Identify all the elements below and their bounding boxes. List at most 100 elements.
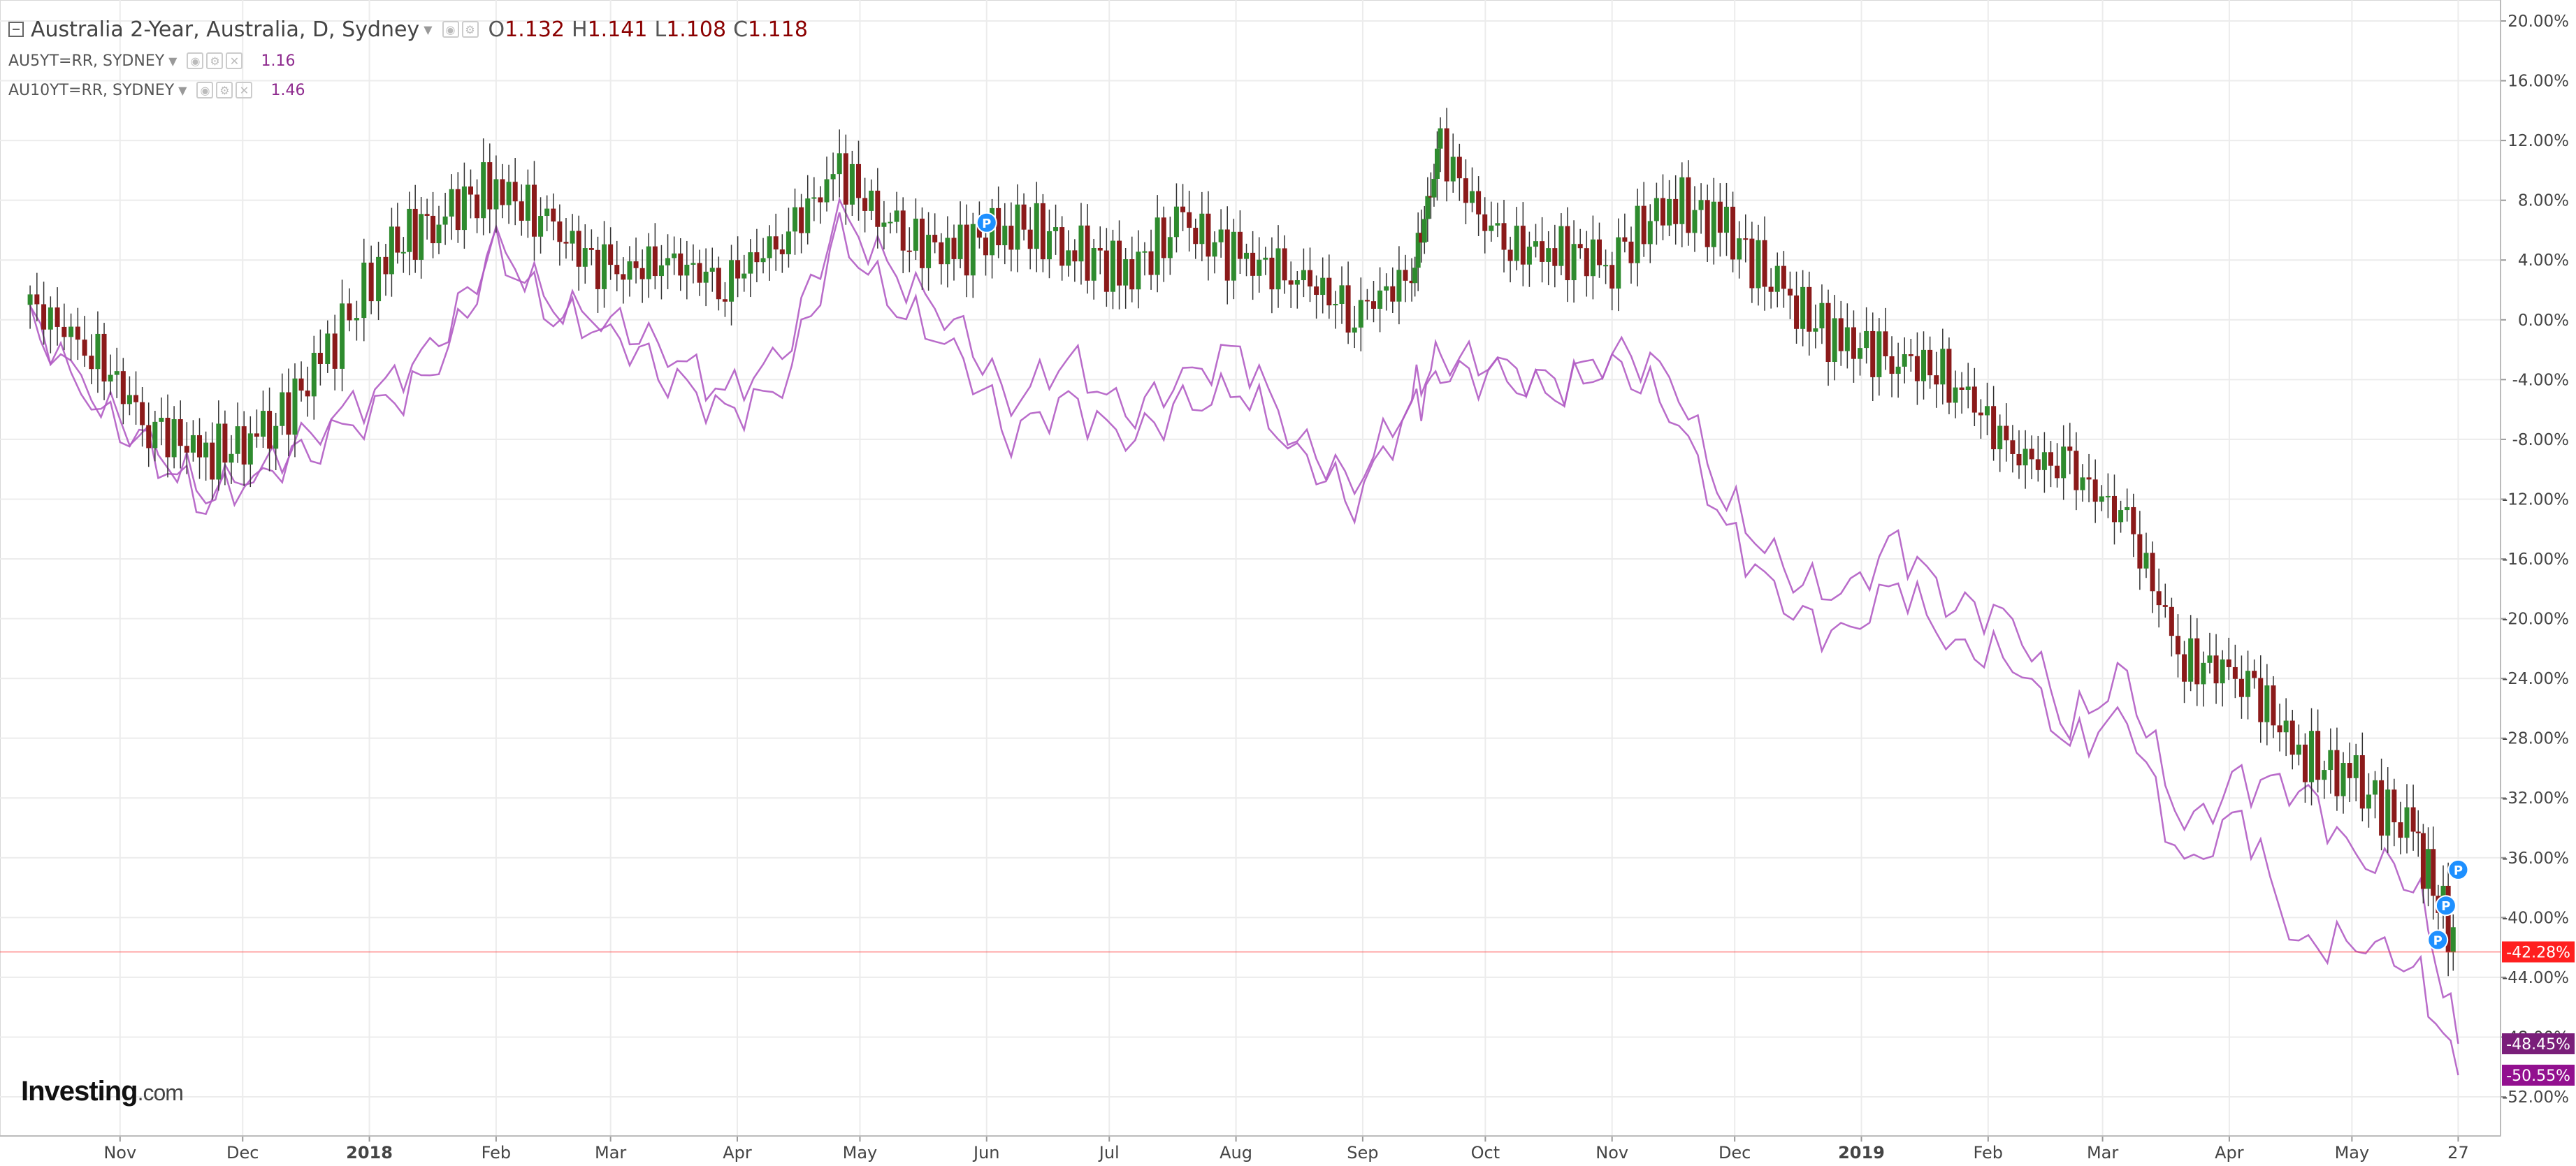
ohlc-open-value: 1.132 xyxy=(505,17,565,42)
candle-up xyxy=(1953,387,1958,403)
candle-up xyxy=(247,433,253,465)
candle-down xyxy=(716,268,721,300)
candle-down xyxy=(1403,270,1408,281)
ohlc-close-key: C xyxy=(733,17,748,42)
sub-series-name[interactable]: AU5YT=RR, SYDNEY xyxy=(8,52,165,70)
candle-down xyxy=(919,218,925,268)
candle-down xyxy=(41,304,47,330)
candle-up xyxy=(1902,354,1907,367)
candle-down xyxy=(1609,265,1615,289)
candle-up xyxy=(824,179,830,203)
close-icon[interactable]: ✕ xyxy=(226,52,243,69)
candle-down xyxy=(487,162,493,210)
chevron-down-icon[interactable]: ▼ xyxy=(178,83,187,97)
gear-icon[interactable]: ⚙ xyxy=(206,52,224,69)
candle-up xyxy=(2340,763,2346,796)
x-tick-label: May xyxy=(2335,1143,2370,1163)
candle-down xyxy=(1717,201,1723,233)
event-marker-icon[interactable] xyxy=(2435,895,2456,917)
candle-down xyxy=(2302,744,2308,782)
candle-up xyxy=(2309,731,2315,782)
x-tick-label: Jun xyxy=(972,1143,1000,1163)
candle-up xyxy=(292,378,298,435)
candle-down xyxy=(1085,225,1090,281)
candle-up xyxy=(2366,794,2371,809)
candle-up xyxy=(1046,231,1052,260)
candle-down xyxy=(773,236,779,250)
candle-up xyxy=(1199,213,1205,245)
candle-down xyxy=(1269,257,1275,290)
candle-down xyxy=(1628,241,1634,263)
event-marker-icon[interactable] xyxy=(2427,929,2449,951)
x-tick-label: Nov xyxy=(103,1143,136,1163)
y-tick-label: 20.00% xyxy=(2508,13,2569,31)
candle-down xyxy=(1971,386,1977,413)
candle-down xyxy=(2010,440,2016,454)
candle-down xyxy=(818,197,823,203)
candle-down xyxy=(241,426,247,465)
visibility-icon[interactable]: ◉ xyxy=(187,52,204,69)
candle-down xyxy=(332,333,338,369)
candle-down xyxy=(2379,780,2385,836)
candle-up xyxy=(658,265,664,277)
candle-up xyxy=(2188,638,2194,682)
gear-icon[interactable]: ⚙ xyxy=(216,82,233,99)
candle-up xyxy=(1921,349,1927,381)
candle-down xyxy=(2213,655,2219,684)
candle-up xyxy=(703,271,709,283)
candle-up xyxy=(389,226,394,275)
y-tick-label: 8.00% xyxy=(2518,192,2569,210)
candle-down xyxy=(2111,495,2117,523)
collapse-icon[interactable] xyxy=(8,22,24,37)
candle-down xyxy=(2092,479,2098,502)
candle-up xyxy=(407,208,412,252)
candle-up xyxy=(2220,659,2225,684)
close-icon[interactable]: ✕ xyxy=(236,82,253,99)
candle-down xyxy=(1224,229,1230,281)
candle-down xyxy=(1520,226,1526,265)
candle-down xyxy=(608,244,614,265)
candle-down xyxy=(900,210,906,251)
candle-down xyxy=(2029,449,2034,460)
candle-up xyxy=(1940,349,1946,385)
candle-down xyxy=(1781,265,1786,289)
main-series-title[interactable]: Australia 2-Year, Australia, D, Sydney xyxy=(31,17,420,42)
event-marker-icon[interactable] xyxy=(2447,859,2469,880)
candle-down xyxy=(424,214,430,216)
candle-up xyxy=(2296,744,2301,755)
candle-up xyxy=(2118,510,2124,523)
event-marker-icon[interactable] xyxy=(976,212,997,233)
visibility-icon[interactable]: ◉ xyxy=(196,82,214,99)
candle-up xyxy=(1489,225,1494,231)
visibility-icon[interactable]: ◉ xyxy=(442,21,459,38)
candle-down xyxy=(61,326,67,337)
candle-up xyxy=(1384,286,1389,291)
candle-down xyxy=(222,423,228,463)
candle-up xyxy=(442,216,448,225)
candle-up xyxy=(216,423,222,480)
au5y-line xyxy=(29,196,2459,1044)
candle-down xyxy=(1641,205,1647,245)
candle-down xyxy=(2347,763,2352,778)
candle-down xyxy=(197,435,203,458)
investing-logo[interactable]: Investing.com xyxy=(21,1076,184,1107)
gear-icon[interactable]: ⚙ xyxy=(461,21,479,38)
y-tick-label: 0.00% xyxy=(2518,312,2569,330)
candle-up xyxy=(2041,452,2047,470)
candle-up xyxy=(48,307,53,330)
candle-down xyxy=(2271,685,2276,726)
candle-down xyxy=(2238,678,2244,697)
sub-series-name[interactable]: AU10YT=RR, SYDNEY xyxy=(8,81,175,99)
candle-down xyxy=(1288,280,1294,285)
candle-up xyxy=(203,442,209,458)
candle-down xyxy=(1851,327,1856,359)
candle-down xyxy=(551,208,556,222)
candle-up xyxy=(2125,507,2130,511)
x-tick-label: Aug xyxy=(1220,1143,1252,1163)
chevron-down-icon[interactable]: ▼ xyxy=(424,22,433,36)
candle-up xyxy=(1053,227,1059,231)
chevron-down-icon[interactable]: ▼ xyxy=(168,54,178,68)
candle-up xyxy=(1495,223,1500,226)
candle-up xyxy=(1635,205,1640,263)
